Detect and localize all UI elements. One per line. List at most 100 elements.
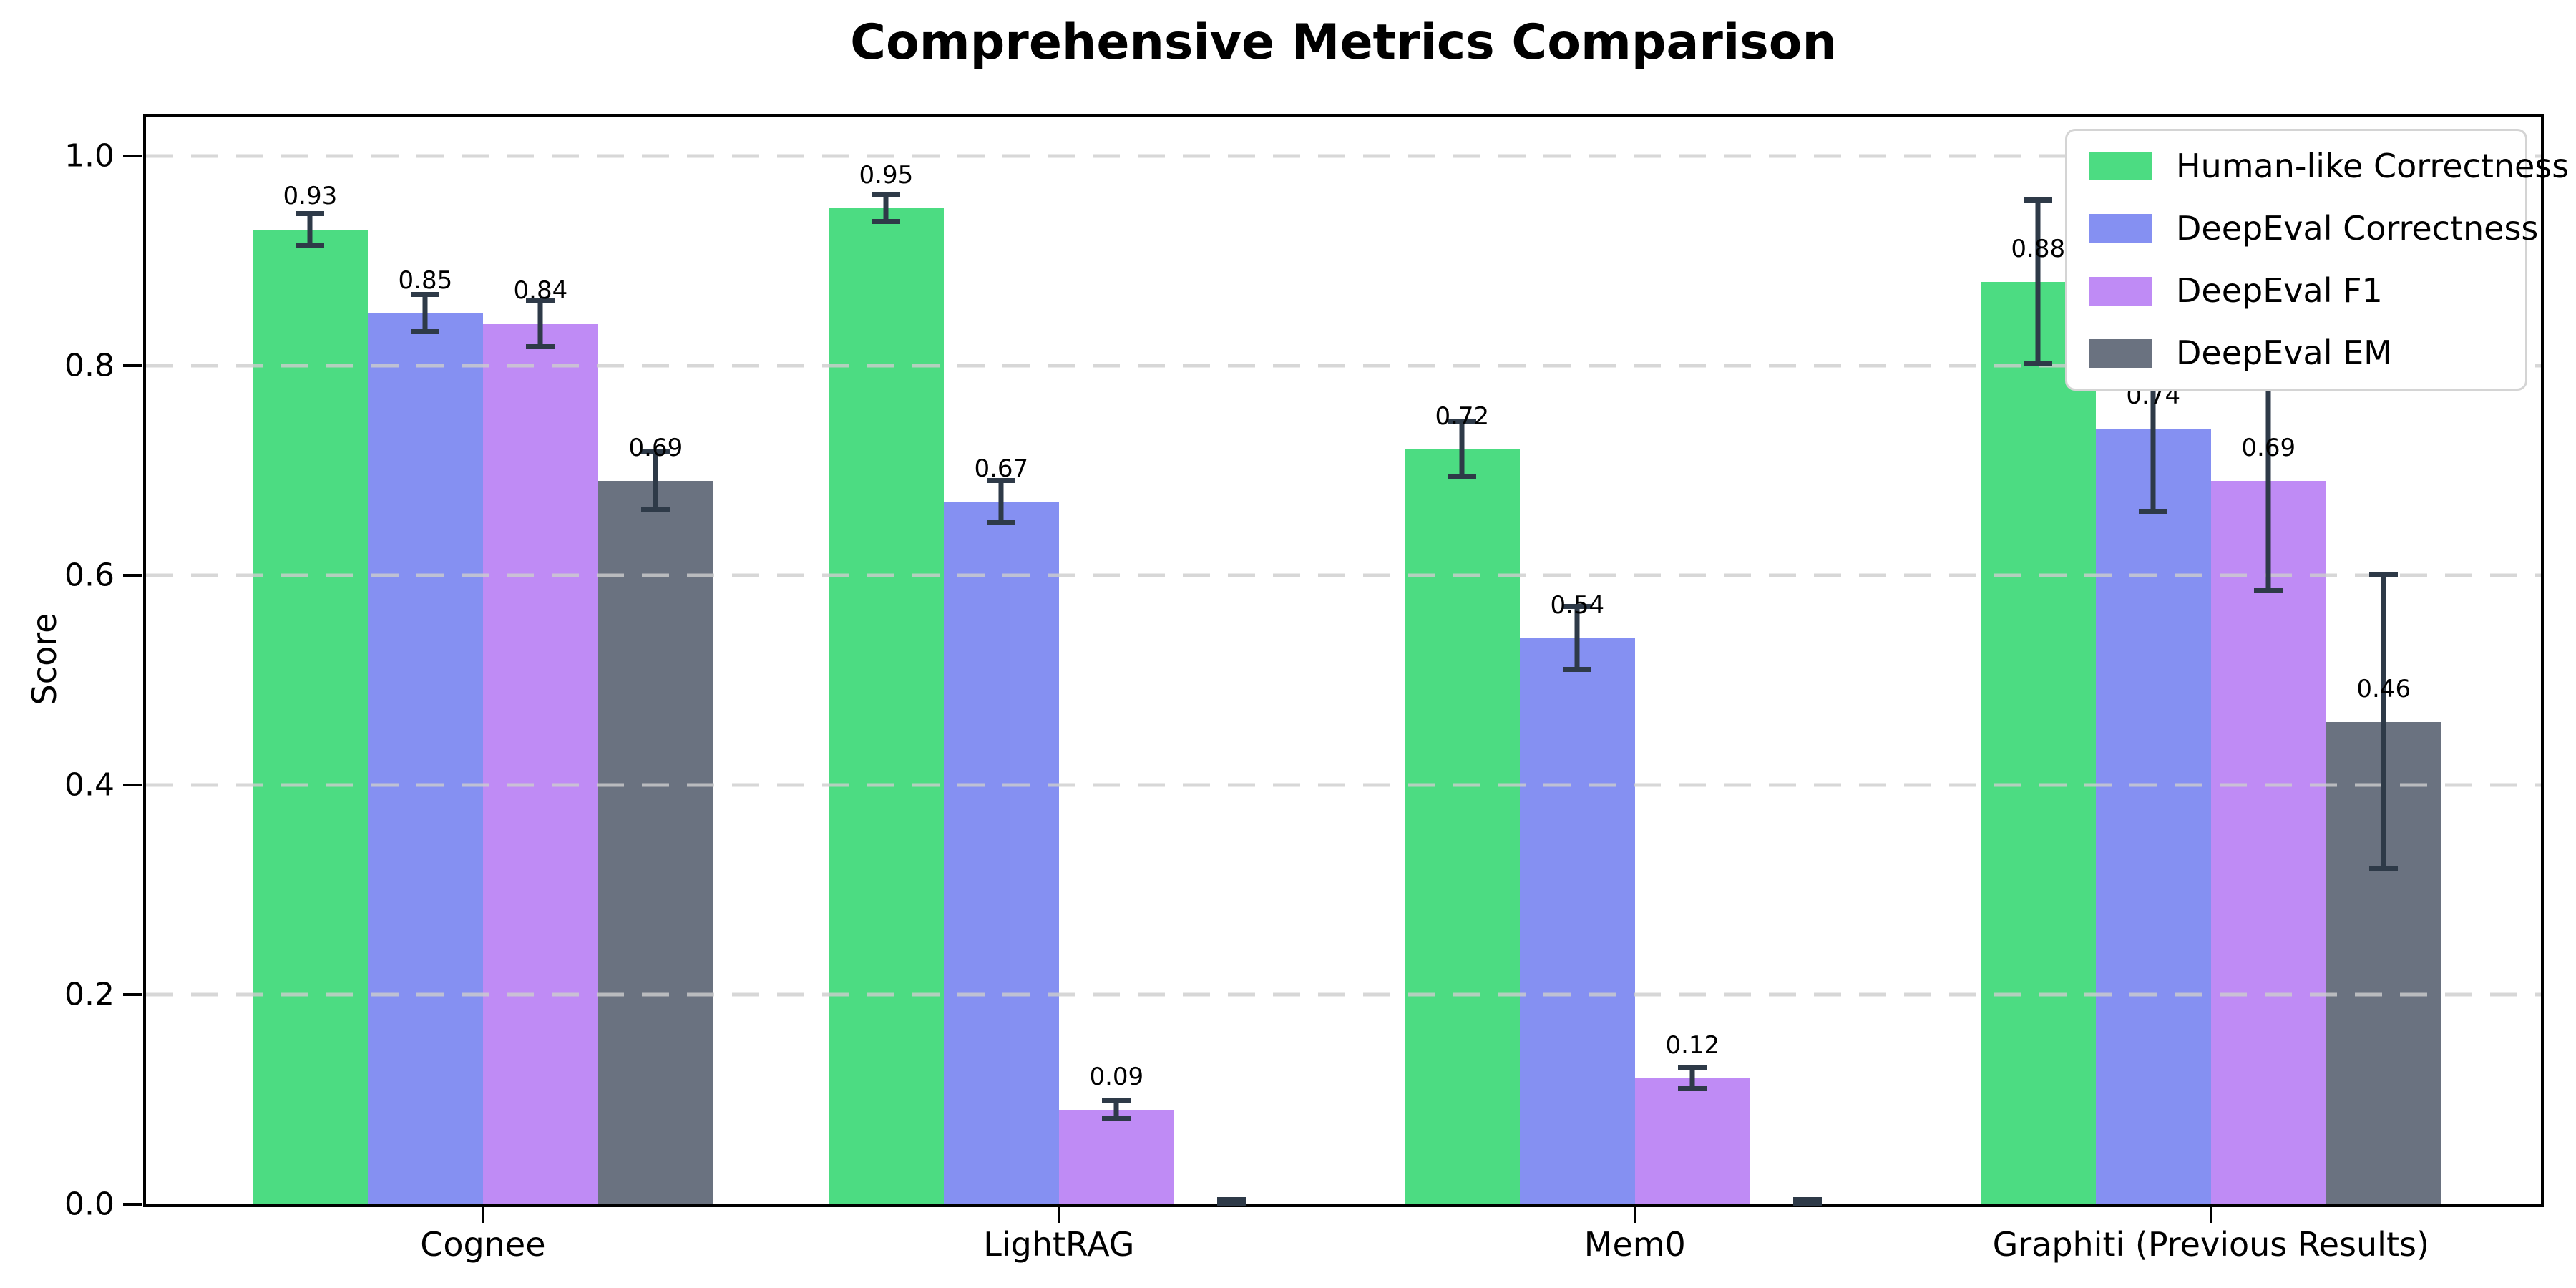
gridline bbox=[146, 783, 2541, 787]
y-tick-label: 1.0 bbox=[64, 137, 114, 175]
chart-title: Comprehensive Metrics Comparison bbox=[850, 14, 1837, 71]
bar-value-label: 0.72 bbox=[1435, 401, 1490, 431]
x-tick-label: Cognee bbox=[420, 1225, 546, 1264]
error-bar-cap bbox=[1563, 666, 1592, 672]
gridline bbox=[146, 992, 2541, 997]
bar bbox=[1519, 638, 1635, 1204]
error-bar-cap bbox=[411, 329, 440, 335]
error-bar-cap bbox=[1217, 1197, 1246, 1203]
legend-swatch-icon bbox=[2089, 152, 2152, 181]
bar-value-label: 0.69 bbox=[2241, 433, 2296, 462]
error-bar bbox=[1689, 1068, 1695, 1089]
gridline bbox=[146, 573, 2541, 577]
y-tick-label: 0.0 bbox=[64, 1186, 114, 1223]
error-bar-cap bbox=[1793, 1197, 1823, 1203]
error-bar bbox=[1113, 1101, 1119, 1118]
bar-value-label: 0.95 bbox=[859, 161, 914, 190]
bar bbox=[482, 323, 598, 1204]
error-bar-cap bbox=[2024, 197, 2053, 203]
legend-label: DeepEval EM bbox=[2176, 333, 2392, 373]
bar-value-label: 0.69 bbox=[628, 433, 683, 462]
error-bar-cap bbox=[872, 219, 901, 225]
bar-value-label: 0.54 bbox=[1550, 590, 1605, 620]
bar bbox=[828, 208, 944, 1204]
error-bar-cap bbox=[1678, 1085, 1707, 1091]
bar bbox=[252, 229, 368, 1204]
x-tick-label: Mem0 bbox=[1584, 1225, 1686, 1264]
bar bbox=[943, 502, 1059, 1204]
error-bar-cap bbox=[1102, 1098, 1131, 1104]
bar bbox=[1634, 1078, 1750, 1204]
y-tick-label: 0.2 bbox=[64, 976, 114, 1013]
x-tick-mark bbox=[2209, 1207, 2212, 1223]
x-tick-mark bbox=[481, 1207, 484, 1223]
error-bar bbox=[653, 452, 658, 511]
bar bbox=[2210, 481, 2326, 1204]
y-tick-mark bbox=[123, 784, 142, 787]
legend-item: DeepEval Correctness bbox=[2089, 210, 2538, 247]
bar-value-label: 0.88 bbox=[2011, 234, 2066, 263]
y-tick-mark bbox=[123, 993, 142, 997]
error-bar-cap bbox=[526, 298, 555, 303]
error-bar-cap bbox=[872, 192, 901, 197]
error-bar-cap bbox=[296, 242, 325, 248]
legend-label: DeepEval F1 bbox=[2176, 271, 2383, 311]
bar-value-label: 0.09 bbox=[1089, 1062, 1144, 1091]
error-bar-cap bbox=[641, 449, 670, 454]
error-bar-cap bbox=[1448, 474, 1477, 479]
x-tick-label: LightRAG bbox=[983, 1225, 1135, 1264]
bar bbox=[1404, 449, 1520, 1204]
error-bar bbox=[1459, 422, 1465, 477]
error-bar bbox=[2035, 200, 2041, 364]
error-bar-cap bbox=[987, 519, 1016, 525]
error-bar-cap bbox=[1102, 1115, 1131, 1121]
gridline bbox=[146, 154, 2541, 158]
error-bar-cap bbox=[1563, 604, 1592, 610]
legend-swatch-icon bbox=[2089, 214, 2152, 243]
y-tick-mark bbox=[123, 364, 142, 368]
bar-value-label: 0.93 bbox=[283, 182, 338, 211]
bar-value-label: 0.46 bbox=[2356, 674, 2411, 703]
legend-label: Human-like Correctness bbox=[2176, 147, 2570, 185]
x-tick-mark bbox=[1057, 1207, 1060, 1223]
legend-item: Human-like Correctness bbox=[2089, 148, 2569, 185]
x-tick-mark bbox=[1633, 1207, 1636, 1223]
error-bar bbox=[537, 301, 543, 347]
error-bar-cap bbox=[2254, 588, 2283, 594]
legend-swatch-icon bbox=[2089, 338, 2152, 368]
x-tick-label: Graphiti (Previous Results) bbox=[1992, 1225, 2429, 1264]
y-tick-mark bbox=[123, 155, 142, 158]
error-bar-cap bbox=[526, 343, 555, 349]
error-bar-cap bbox=[2139, 509, 2168, 515]
gridline bbox=[146, 364, 2541, 368]
error-bar bbox=[307, 213, 313, 245]
error-bar bbox=[422, 294, 428, 333]
bar bbox=[1980, 281, 2096, 1204]
error-bar-cap bbox=[1793, 1201, 1823, 1206]
error-bar bbox=[998, 481, 1004, 523]
bar bbox=[2095, 429, 2211, 1204]
error-bar-cap bbox=[2024, 361, 2053, 366]
error-bar bbox=[2381, 575, 2386, 869]
bar-value-label: 0.67 bbox=[974, 454, 1029, 484]
y-tick-label: 0.6 bbox=[64, 557, 114, 594]
error-bar-cap bbox=[1678, 1065, 1707, 1070]
error-bar-cap bbox=[1448, 419, 1477, 425]
y-tick-mark bbox=[123, 1203, 142, 1206]
y-axis-label: Score bbox=[25, 613, 64, 706]
error-bar bbox=[883, 195, 889, 223]
bar bbox=[1058, 1110, 1174, 1204]
error-bar-cap bbox=[2369, 572, 2399, 578]
legend: Human-like Correctness DeepEval Correctne… bbox=[2065, 129, 2569, 391]
error-bar-cap bbox=[2369, 866, 2399, 872]
bar-value-label: 0.84 bbox=[513, 276, 568, 306]
bar-value-label: 0.85 bbox=[398, 265, 453, 295]
bar bbox=[597, 481, 713, 1204]
error-bar-cap bbox=[296, 210, 325, 216]
bar-value-label: 0.12 bbox=[1665, 1030, 1720, 1060]
legend-item: DeepEval F1 bbox=[2089, 273, 2504, 309]
error-bar-cap bbox=[1217, 1201, 1246, 1206]
error-bar bbox=[2150, 344, 2156, 513]
error-bar-cap bbox=[641, 507, 670, 513]
